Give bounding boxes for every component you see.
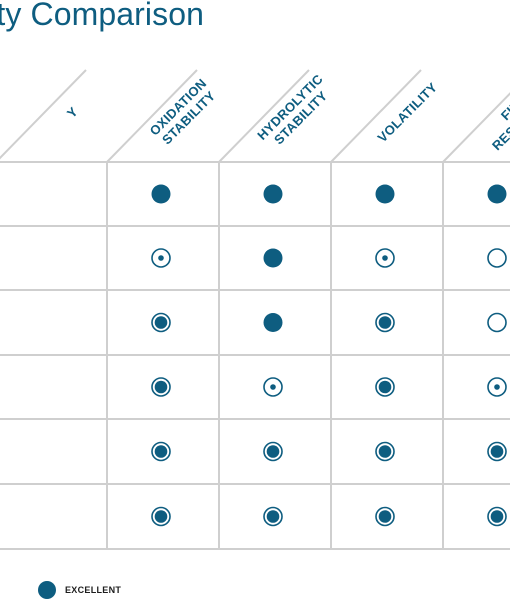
rating-good-icon xyxy=(151,506,171,527)
rating-excellent-icon xyxy=(487,184,507,204)
header-divider-0 xyxy=(0,69,87,160)
legend: EXCELLENT xyxy=(38,580,121,600)
rating-excellent-icon xyxy=(263,313,283,332)
rating-cells xyxy=(151,184,507,527)
rating-excellent-icon xyxy=(375,184,395,204)
rating-good-icon xyxy=(151,312,171,333)
header-divider-1 xyxy=(106,69,198,163)
page-title: lity Comparison xyxy=(0,0,205,32)
grid-lines xyxy=(0,69,510,550)
rating-good-icon xyxy=(487,506,507,527)
rating-good-icon xyxy=(151,377,171,397)
rating-good-icon xyxy=(487,441,507,462)
column-header-line: VOLATILITY xyxy=(375,80,441,146)
header-divider-3 xyxy=(330,69,422,163)
rating-good-icon xyxy=(151,441,171,462)
rating-good-icon xyxy=(375,312,395,333)
rating-excellent-icon xyxy=(263,184,283,204)
legend-excellent-label: EXCELLENT xyxy=(65,585,122,595)
rating-good-icon xyxy=(263,506,283,527)
rating-poor-icon xyxy=(487,312,507,333)
column-header-volatility: VOLATILITY xyxy=(375,80,441,146)
rating-poor-icon xyxy=(487,248,507,268)
rating-excellent-icon xyxy=(263,248,283,268)
rating-excellent-icon xyxy=(151,184,171,204)
rating-fair-icon xyxy=(151,248,171,268)
header-divider-2 xyxy=(218,69,310,163)
rating-good-icon xyxy=(375,506,395,527)
rating-fair-icon xyxy=(487,377,507,397)
legend-excellent-icon xyxy=(38,581,56,599)
header-divider-4 xyxy=(442,92,510,163)
rating-good-icon xyxy=(263,441,283,462)
rating-fair-icon xyxy=(263,377,283,397)
rating-good-icon xyxy=(375,441,395,462)
rating-good-icon xyxy=(375,377,395,397)
column-header-line: Y xyxy=(64,104,81,121)
rating-fair-icon xyxy=(375,248,395,268)
column-header-prev: Y xyxy=(64,104,81,121)
